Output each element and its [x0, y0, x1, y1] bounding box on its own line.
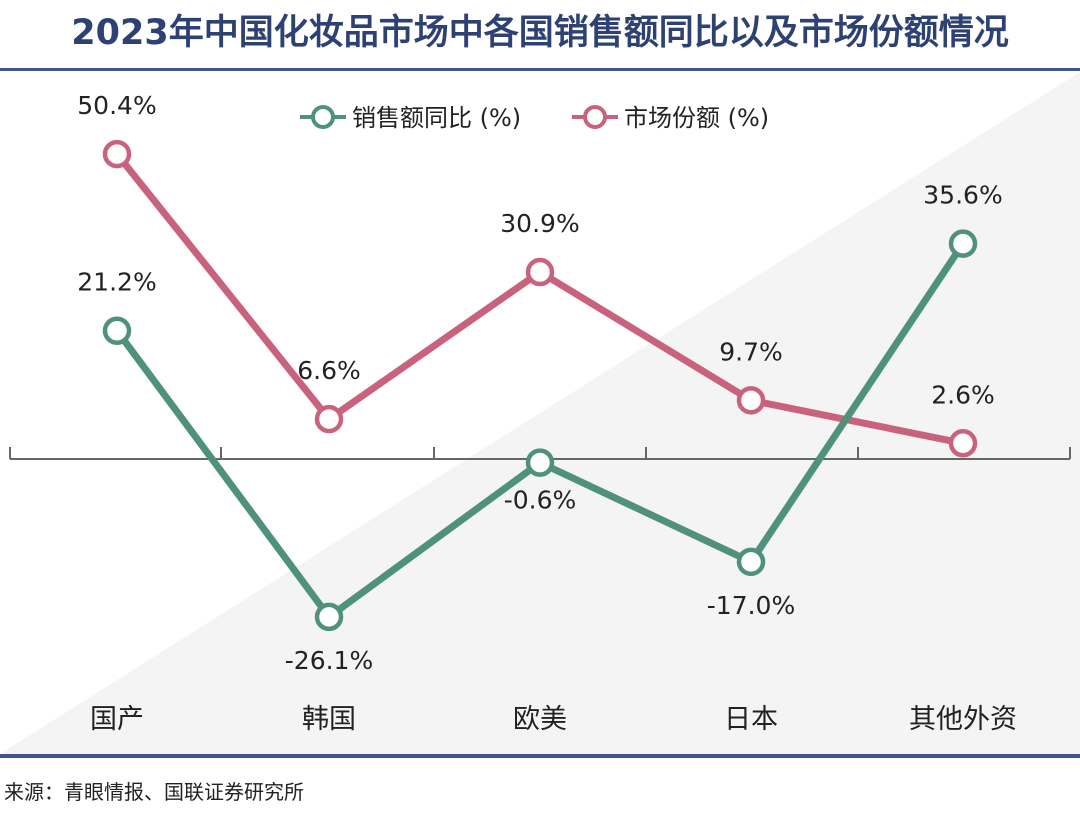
legend: 销售额同比 (%) 市场份额 (%): [300, 104, 769, 132]
data-label: 6.6%: [297, 356, 361, 385]
legend-label-0: 销售额同比 (%): [352, 104, 521, 132]
data-point: [102, 139, 132, 169]
data-label: 30.9%: [500, 209, 579, 238]
legend-marker-icon: [583, 105, 607, 129]
legend-item-1: 市场份额 (%): [572, 104, 769, 132]
data-point: [525, 257, 555, 287]
x-tick-label-4: 其他外资: [909, 704, 1017, 735]
data-point: [736, 386, 766, 415]
data-label: 9.7%: [719, 337, 783, 366]
data-label: 21.2%: [77, 268, 156, 297]
data-point: [314, 602, 344, 632]
data-label: -17.0%: [707, 591, 795, 620]
data-label: 35.6%: [923, 181, 1002, 210]
data-label: -0.6%: [504, 486, 577, 515]
series-share: 50.4% 6.6% 30.9% 9.7% 2.6%: [77, 91, 995, 458]
legend-item-0: 销售额同比 (%): [300, 104, 521, 132]
data-point: [525, 448, 555, 477]
data-label: -26.1%: [285, 646, 373, 675]
data-point: [102, 316, 132, 345]
line-chart: 销售额同比 (%) 市场份额 (%) 50.4% 6.6% 30.9% 9.7% 2.6%…: [0, 72, 1080, 754]
legend-marker-icon: [311, 105, 335, 129]
bottom-divider: [0, 754, 1080, 758]
background-shade: [0, 72, 1080, 754]
data-label: 50.4%: [77, 91, 156, 120]
x-tick-label-2: 欧美: [513, 704, 567, 735]
data-point: [948, 429, 978, 458]
x-tick-label-3: 日本: [724, 704, 778, 735]
data-label: 2.6%: [931, 380, 995, 409]
legend-label-1: 市场份额 (%): [624, 104, 769, 132]
data-point: [314, 404, 344, 434]
x-tick-label-1: 韩国: [302, 704, 356, 735]
top-divider: [0, 68, 1080, 71]
data-point: [736, 547, 766, 577]
data-point: [948, 229, 978, 258]
x-tick-labels: 国产 韩国 欧美 日本 其他外资: [90, 704, 1017, 735]
series-yoy: 21.2% -26.1% -0.6% -17.0% 35.6%: [77, 181, 1002, 675]
source-note: 来源：青眼情报、国联证券研究所: [4, 780, 304, 804]
page-title: 2023年中国化妆品市场中各国销售额同比以及市场份额情况: [71, 13, 1009, 53]
x-tick-label-0: 国产: [90, 704, 144, 735]
